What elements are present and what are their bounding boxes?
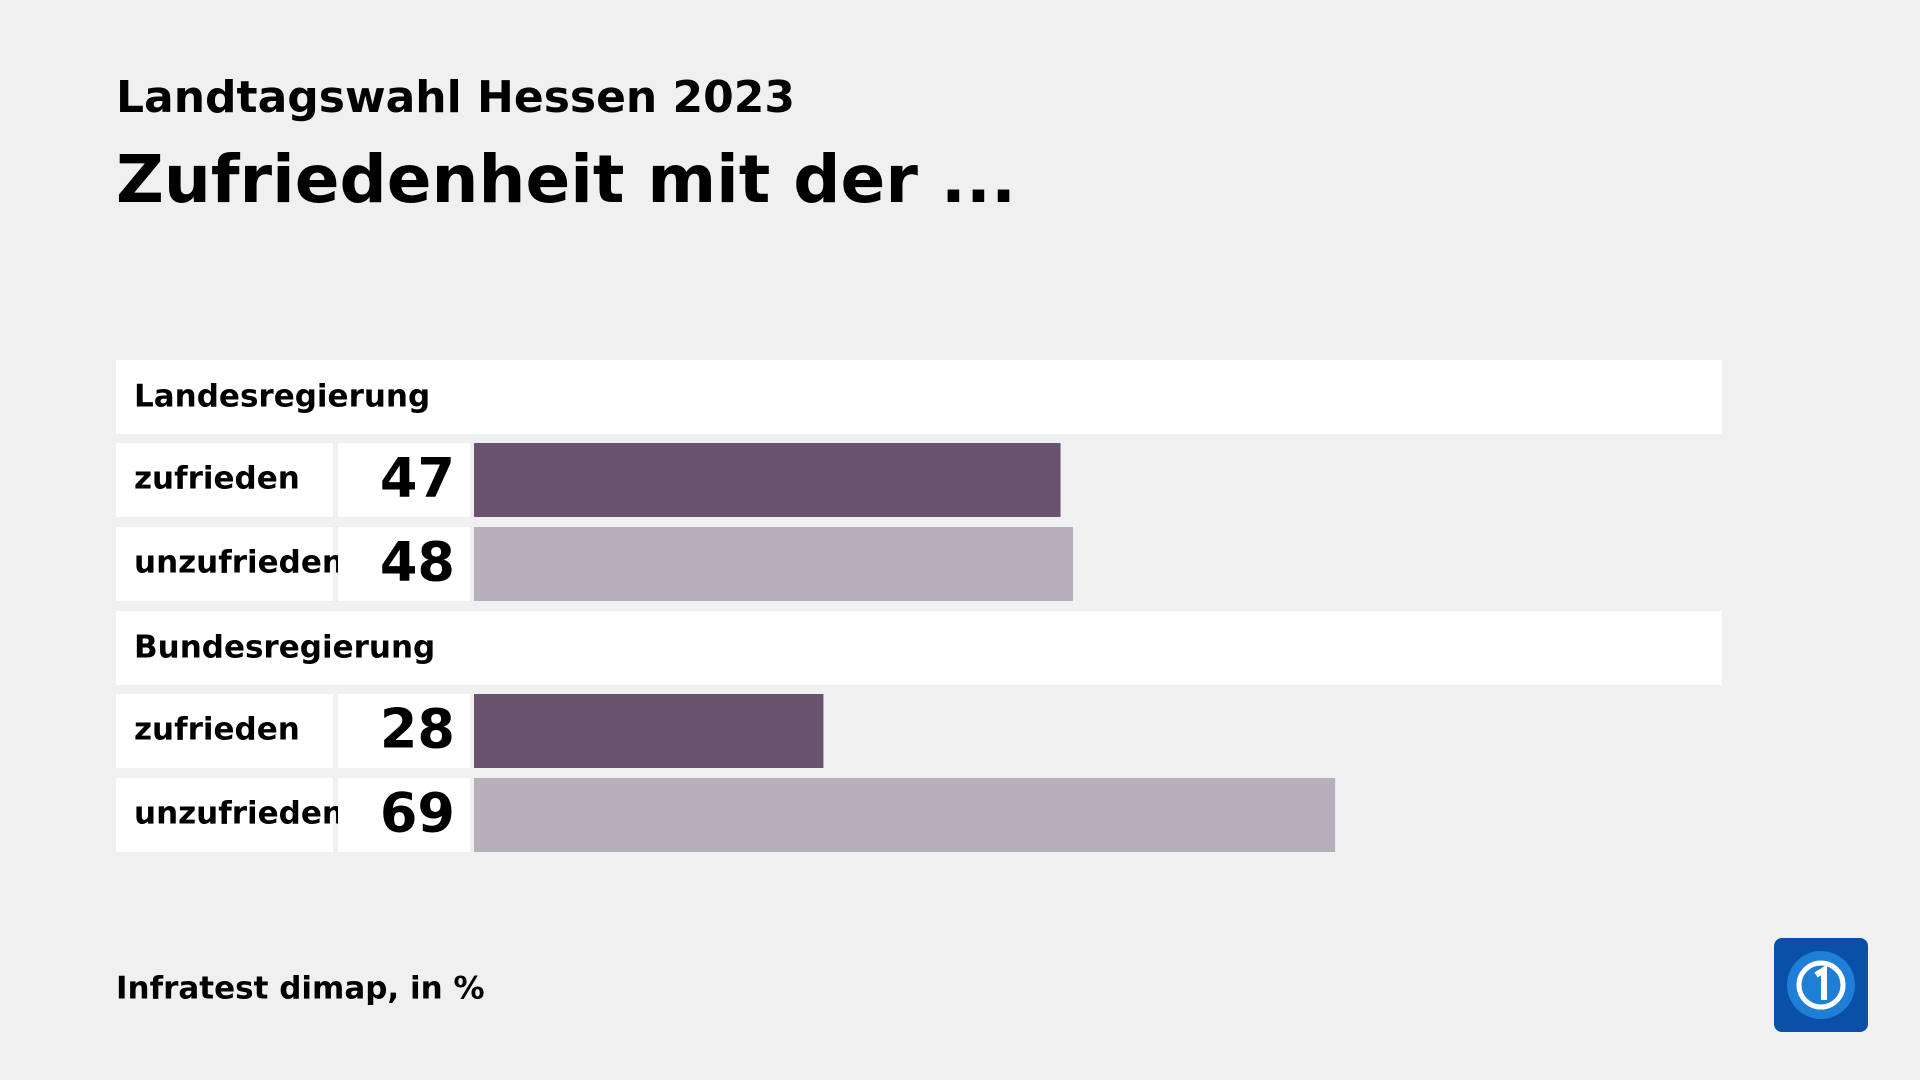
row-label: unzufrieden — [134, 796, 344, 832]
value-cell — [338, 443, 470, 517]
row-label: zufrieden — [134, 461, 300, 497]
row-label-cell — [116, 694, 333, 768]
row-label: zufrieden — [134, 712, 300, 748]
chart-subtitle: Landtagswahl Hessen 2023 — [116, 72, 795, 123]
source: Infratest dimap, in % — [116, 971, 485, 1007]
value-label: 28 — [380, 698, 455, 761]
bar — [474, 694, 824, 768]
value-cell — [338, 694, 470, 768]
value-label: 47 — [380, 447, 455, 510]
value-cell — [338, 527, 470, 601]
row-label-cell — [116, 778, 333, 852]
group-label: Bundesregierung — [134, 630, 435, 666]
value-label: 69 — [380, 782, 455, 845]
bar — [474, 778, 1336, 852]
bar — [474, 443, 1061, 517]
bar — [474, 527, 1074, 601]
row-label-cell — [116, 443, 333, 517]
row-label-cell — [116, 527, 333, 601]
chart-title: Zufriedenheit mit der ... — [116, 141, 1016, 218]
group-header — [116, 611, 1722, 685]
group-header — [116, 360, 1722, 434]
value-cell — [338, 778, 470, 852]
row-label: unzufrieden — [134, 545, 344, 581]
group-label: Landesregierung — [134, 379, 430, 415]
value-label: 48 — [380, 531, 455, 594]
logo — [1774, 938, 1868, 1032]
